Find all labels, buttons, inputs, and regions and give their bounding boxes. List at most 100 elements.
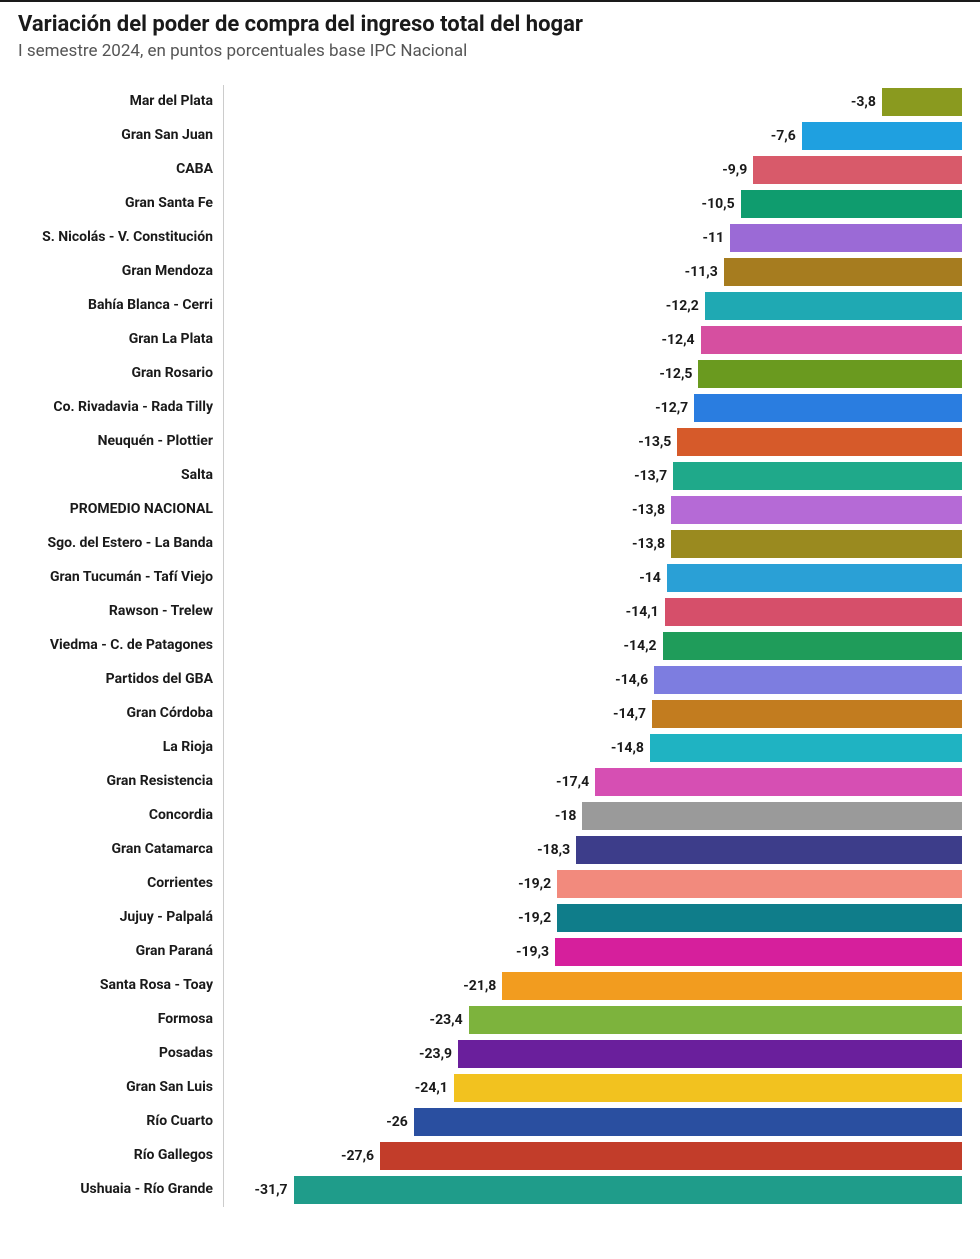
category-label: La Rioja — [18, 740, 223, 755]
bar — [650, 734, 962, 762]
bar-row: Concordia -18 — [18, 799, 962, 833]
bar-row: Rawson - Trelew-14,1 — [18, 595, 962, 629]
bar — [701, 326, 962, 354]
bar-value-label: -24,1 — [415, 1080, 454, 1096]
plot-area: -19,2 — [223, 901, 962, 935]
chart-container: Variación del poder de compra del ingres… — [0, 2, 980, 1237]
plot-area: -7,6 — [223, 119, 962, 153]
plot-area: -3,8 — [223, 85, 962, 119]
bar — [677, 428, 962, 456]
plot-area: -18,3 — [223, 833, 962, 867]
category-label: Gran Rosario — [18, 366, 223, 381]
bar-value-label: -11 — [702, 230, 730, 246]
bar — [671, 496, 962, 524]
bar-row: Gran San Luis-24,1 — [18, 1071, 962, 1105]
bar — [663, 632, 962, 660]
bar-row: La Rioja-14,8 — [18, 731, 962, 765]
bar — [502, 972, 962, 1000]
bar-value-label: -13,8 — [632, 536, 671, 552]
category-label: Río Cuarto — [18, 1114, 223, 1129]
plot-area: -19,2 — [223, 867, 962, 901]
bar-row: S. Nicolás - V. Constitución-11 — [18, 221, 962, 255]
bar-value-label: -18 — [555, 808, 583, 824]
bar — [576, 836, 962, 864]
bar-value-label: -23,9 — [419, 1046, 458, 1062]
bar-row: Formosa -23,4 — [18, 1003, 962, 1037]
plot-area: -27,6 — [223, 1139, 962, 1173]
category-label: Gran Tucumán - Tafí Viejo — [18, 570, 223, 585]
plot-area: -14,2 — [223, 629, 962, 663]
bar-row: Santa Rosa - Toay -21,8 — [18, 969, 962, 1003]
bar-row: Río Cuarto-26 — [18, 1105, 962, 1139]
category-label: Gran San Juan — [18, 128, 223, 143]
category-label: Partidos del GBA — [18, 672, 223, 687]
plot-area: -12,4 — [223, 323, 962, 357]
bar-value-label: -14,1 — [626, 604, 665, 620]
plot-area: -13,8 — [223, 527, 962, 561]
category-label: Formosa — [18, 1012, 223, 1027]
bar-row: Ushuaia - Río Grande-31,7 — [18, 1173, 962, 1207]
bar — [673, 462, 962, 490]
bar-row: Gran Mendoza-11,3 — [18, 255, 962, 289]
category-label: Salta — [18, 468, 223, 483]
bar — [694, 394, 962, 422]
bar — [294, 1176, 962, 1204]
bar-value-label: -7,6 — [771, 128, 802, 144]
plot-area: -26 — [223, 1105, 962, 1139]
category-label: Gran Córdoba — [18, 706, 223, 721]
category-label: Santa Rosa - Toay — [18, 978, 223, 993]
bar — [557, 904, 962, 932]
plot-area: -14,1 — [223, 595, 962, 629]
bar-row: Gran Córdoba -14,7 — [18, 697, 962, 731]
bar-row: Río Gallegos-27,6 — [18, 1139, 962, 1173]
plot-area: -24,1 — [223, 1071, 962, 1105]
bar — [882, 88, 962, 116]
bar-value-label: -12,4 — [661, 332, 700, 348]
plot-area: -31,7 — [223, 1173, 962, 1207]
bar-value-label: -10,5 — [702, 196, 741, 212]
bar — [414, 1108, 962, 1136]
plot-area: -9,9 — [223, 153, 962, 187]
chart-subtitle: I semestre 2024, en puntos porcentuales … — [18, 41, 962, 61]
plot-area: -23,4 — [223, 1003, 962, 1037]
bar — [671, 530, 962, 558]
plot-area: -23,9 — [223, 1037, 962, 1071]
bar-row: Gran La Plata-12,4 — [18, 323, 962, 357]
bar-value-label: -9,9 — [722, 162, 753, 178]
plot-area: -14 — [223, 561, 962, 595]
bar — [730, 224, 962, 252]
bar — [555, 938, 962, 966]
plot-area: -12,2 — [223, 289, 962, 323]
bar — [802, 122, 962, 150]
category-label: Gran Santa Fe — [18, 196, 223, 211]
bar-value-label: -17,4 — [556, 774, 595, 790]
bar-row: Gran Catamarca-18,3 — [18, 833, 962, 867]
plot-area: -21,8 — [223, 969, 962, 1003]
bar-value-label: -19,3 — [516, 944, 555, 960]
bar-row: Jujuy - Palpalá-19,2 — [18, 901, 962, 935]
bar-row: Posadas-23,9 — [18, 1037, 962, 1071]
bar-value-label: -21,8 — [463, 978, 502, 994]
bar-row: Gran Rosario-12,5 — [18, 357, 962, 391]
bar — [595, 768, 962, 796]
category-label: Gran Mendoza — [18, 264, 223, 279]
category-label: Concordia — [18, 808, 223, 823]
bar-row: Bahía Blanca - Cerri-12,2 — [18, 289, 962, 323]
bar — [380, 1142, 962, 1170]
bar-value-label: -12,7 — [655, 400, 694, 416]
bar-row: Co. Rivadavia - Rada Tilly-12,7 — [18, 391, 962, 425]
category-label: Gran Catamarca — [18, 842, 223, 857]
plot-area: -13,7 — [223, 459, 962, 493]
bar-value-label: -14,7 — [613, 706, 652, 722]
bar — [667, 564, 962, 592]
bar-row: Gran Tucumán - Tafí Viejo-14 — [18, 561, 962, 595]
plot-area: -14,7 — [223, 697, 962, 731]
plot-area: -13,8 — [223, 493, 962, 527]
bar-value-label: -23,4 — [430, 1012, 469, 1028]
plot-area: -12,5 — [223, 357, 962, 391]
bar-value-label: -13,8 — [632, 502, 671, 518]
plot-area: -12,7 — [223, 391, 962, 425]
bar — [557, 870, 962, 898]
category-label: CABA — [18, 162, 223, 177]
category-label: PROMEDIO NACIONAL — [18, 502, 223, 517]
